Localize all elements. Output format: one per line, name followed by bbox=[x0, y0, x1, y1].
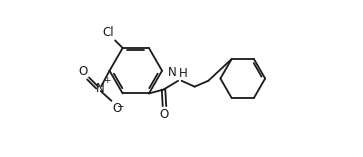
Text: O: O bbox=[78, 65, 87, 78]
Text: Cl: Cl bbox=[102, 26, 114, 39]
Text: +: + bbox=[103, 76, 111, 85]
Text: O: O bbox=[160, 108, 169, 121]
Text: −: − bbox=[116, 101, 123, 111]
Text: N: N bbox=[168, 66, 176, 79]
Text: N: N bbox=[95, 82, 104, 95]
Text: H: H bbox=[179, 67, 187, 80]
Text: O: O bbox=[112, 102, 121, 115]
